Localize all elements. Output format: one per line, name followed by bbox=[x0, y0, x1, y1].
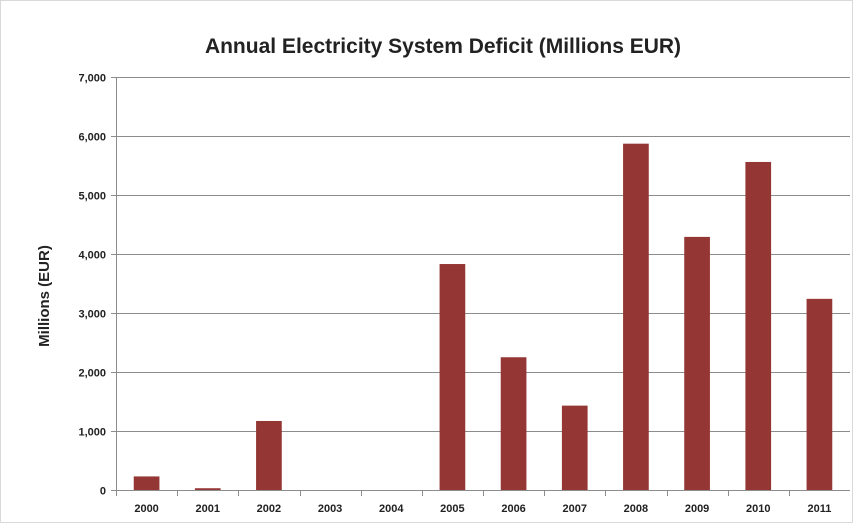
bar-2002 bbox=[256, 420, 282, 490]
bar-2001 bbox=[194, 488, 221, 490]
x-tick-label: 2010 bbox=[746, 503, 770, 515]
x-tick-label: 2006 bbox=[501, 503, 525, 515]
y-tick-label: 0 bbox=[100, 486, 106, 498]
y-tick-labels: 0 1,000 2,000 3,000 4,000 5,000 6,000 7,000 bbox=[78, 73, 106, 498]
x-tick-label: 2002 bbox=[257, 503, 281, 515]
bar-2007 bbox=[561, 405, 588, 490]
y-tick-label: 6,000 bbox=[78, 132, 106, 144]
x-tick-label: 2001 bbox=[196, 503, 220, 515]
x-tick-label: 2003 bbox=[318, 503, 342, 515]
y-tick-label: 3,000 bbox=[78, 309, 106, 321]
y-tick-label: 5,000 bbox=[78, 191, 106, 203]
x-tick-label: 2007 bbox=[563, 503, 587, 515]
x-tick-label: 2005 bbox=[440, 503, 464, 515]
y-tick-label: 4,000 bbox=[78, 250, 106, 262]
y-tick-label: 1,000 bbox=[78, 427, 106, 439]
gridlines bbox=[111, 77, 850, 496]
x-tick-labels: 2000 2001 2002 2003 2004 2005 2006 2007 2008 2009… bbox=[134, 503, 831, 515]
bar-2006 bbox=[500, 357, 527, 490]
bar-2010 bbox=[745, 161, 772, 490]
axes bbox=[116, 77, 850, 491]
x-tick-label: 2004 bbox=[379, 503, 404, 515]
x-tick-label: 2000 bbox=[134, 503, 158, 515]
y-tick-label: 2,000 bbox=[78, 368, 106, 380]
x-tick-label: 2009 bbox=[685, 503, 709, 515]
bar-2005 bbox=[439, 264, 466, 490]
y-axis-label: Millions (EUR) bbox=[36, 245, 53, 347]
bar-2000 bbox=[133, 476, 160, 490]
bars bbox=[133, 143, 833, 491]
x-tick-label: 2011 bbox=[807, 503, 831, 515]
y-tick-label: 7,000 bbox=[78, 73, 106, 85]
chart-title: Annual Electricity System Deficit (Milli… bbox=[205, 35, 681, 58]
x-tick-label: 2008 bbox=[624, 503, 648, 515]
bar-2011 bbox=[806, 298, 833, 490]
bar-2008 bbox=[623, 143, 649, 491]
bar-2009 bbox=[684, 236, 710, 490]
